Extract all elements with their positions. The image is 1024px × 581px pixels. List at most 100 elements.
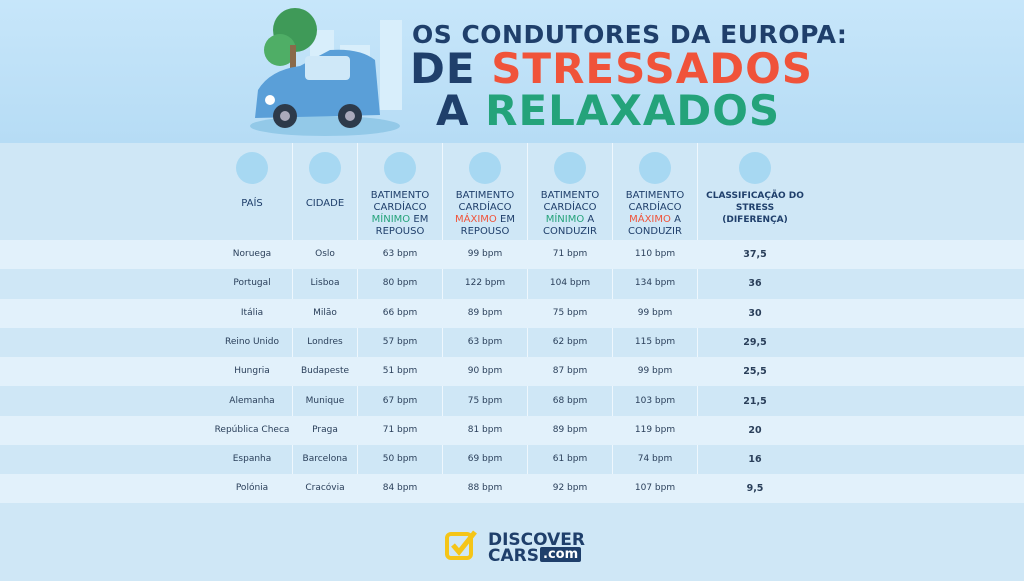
table-cell: 122 bpm bbox=[464, 278, 506, 289]
column-icon bbox=[639, 152, 671, 184]
header-text: BATIMENTO CARDÍACO bbox=[625, 190, 685, 213]
table-cell: 81 bpm bbox=[467, 424, 503, 435]
header-text: EM REPOUSO bbox=[460, 214, 515, 237]
title-word: STRESSADOS bbox=[491, 44, 814, 93]
column-header: CIDADE bbox=[293, 198, 357, 210]
table-cell: Hungria bbox=[234, 366, 270, 377]
table-cell: Reino Unido bbox=[225, 336, 279, 347]
table-cell: 75 bpm bbox=[467, 395, 503, 406]
table-cell: 134 bpm bbox=[634, 278, 676, 289]
table-row: Polónia Cracóvia 84 bpm 88 bpm 92 bpm 107 bpm… bbox=[0, 474, 1024, 504]
header-text: PAÍS bbox=[241, 198, 263, 209]
header-text: EM REPOUSO bbox=[375, 214, 429, 237]
table-cell: Cracóvia bbox=[305, 483, 345, 494]
table-cell: 71 bpm bbox=[552, 249, 588, 259]
header-highlight: MÍNIMO bbox=[545, 214, 585, 225]
logo-text: DISCOVER bbox=[488, 530, 586, 550]
table-cell: 75 bpm bbox=[552, 307, 588, 318]
table-row: Espanha Barcelona 50 bpm 69 bpm 61 bpm 74 bpm… bbox=[0, 445, 1024, 474]
table-cell: 68 bpm bbox=[552, 395, 588, 406]
header-text: A CONDUZIR bbox=[628, 214, 682, 237]
table-cell: República Checa bbox=[214, 424, 290, 435]
table-cell: Alemanha bbox=[229, 395, 275, 406]
table-cell: Praga bbox=[312, 424, 338, 435]
column-header: BATIMENTO CARDÍACO MÁXIMO EM REPOUSO bbox=[445, 190, 525, 238]
logo-suffix: .com bbox=[540, 547, 582, 562]
table-cell: 63 bpm bbox=[382, 249, 418, 259]
column-icon bbox=[469, 152, 501, 184]
table-cell: 20 bbox=[748, 424, 762, 436]
table-cell: 103 bpm bbox=[634, 395, 676, 406]
table-cell: Barcelona bbox=[302, 454, 348, 465]
table-cell: 115 bpm bbox=[634, 336, 676, 347]
table-row: Noruega Oslo 63 bpm 99 bpm 71 bpm 110 bpm 37,5 bbox=[0, 240, 1024, 269]
hero-banner: OS CONDUTORES DA EUROPA: DE STRESSADOS A… bbox=[0, 0, 1024, 143]
car-illustration bbox=[250, 8, 402, 136]
table-cell: Itália bbox=[240, 307, 264, 318]
column-header: BATIMENTO CARDÍACO MÍNIMO EM REPOUSO bbox=[360, 190, 440, 238]
header-text: BATIMENTO CARDÍACO bbox=[540, 190, 600, 213]
column-header: BATIMENTO CARDÍACO MÁXIMO A CONDUZIR bbox=[615, 190, 695, 238]
table-cell: 36 bbox=[748, 278, 762, 290]
column-header: PAÍS bbox=[212, 198, 292, 210]
title-line: OS CONDUTORES DA EUROPA: bbox=[412, 20, 848, 49]
table-cell: Espanha bbox=[232, 454, 272, 465]
table-cell: 80 bpm bbox=[382, 278, 418, 289]
table-cell: 29,5 bbox=[743, 336, 767, 348]
table-cell: 50 bpm bbox=[382, 454, 418, 465]
table-cell: Oslo bbox=[315, 249, 335, 259]
header-text: BATIMENTO CARDÍACO bbox=[455, 190, 515, 213]
table-cell: 90 bpm bbox=[467, 366, 503, 377]
table-cell: 92 bpm bbox=[552, 483, 588, 494]
table-cell: Polónia bbox=[235, 483, 269, 494]
header-text: BATIMENTO CARDÍACO bbox=[370, 190, 430, 213]
table-cell: Londres bbox=[307, 336, 343, 347]
table-cell: Milão bbox=[313, 307, 337, 318]
table-row: Alemanha Munique 67 bpm 75 bpm 68 bpm 103 bpm… bbox=[0, 387, 1024, 416]
table-cell: 16 bbox=[748, 454, 762, 466]
header-text: A CONDUZIR bbox=[543, 214, 597, 237]
title-word: A bbox=[436, 86, 470, 135]
header-text: CLASSIFICAÇÃO DO STRESS (DIFERENÇA) bbox=[706, 191, 804, 225]
table-cell: 107 bpm bbox=[634, 483, 676, 494]
table-cell: 69 bpm bbox=[467, 454, 503, 465]
table-cell: 99 bpm bbox=[467, 249, 503, 259]
title-word: RELAXADOS bbox=[485, 86, 781, 135]
table-cell: 30 bbox=[748, 307, 762, 319]
column-icon bbox=[309, 152, 341, 184]
table-cell: 21,5 bbox=[743, 395, 767, 407]
table-row: Portugal Lisboa 80 bpm 122 bpm 104 bpm 134 bp… bbox=[0, 269, 1024, 298]
column-header: BATIMENTO CARDÍACO MÍNIMO A CONDUZIR bbox=[530, 190, 610, 238]
table-cell: 87 bpm bbox=[552, 366, 588, 377]
column-icon bbox=[236, 152, 268, 184]
table-cell: 9,5 bbox=[746, 483, 764, 495]
table-cell: 63 bpm bbox=[467, 336, 503, 347]
column-header: CLASSIFICAÇÃO DO STRESS (DIFERENÇA) bbox=[705, 190, 805, 226]
table-cell: 110 bpm bbox=[634, 249, 676, 259]
table-cell: Noruega bbox=[232, 249, 272, 259]
header-highlight: MÍNIMO bbox=[371, 214, 411, 225]
header-text: CIDADE bbox=[305, 198, 345, 209]
column-icon bbox=[554, 152, 586, 184]
table-cell: 84 bpm bbox=[382, 483, 418, 494]
table-cell: 61 bpm bbox=[552, 454, 588, 465]
table-cell: 51 bpm bbox=[382, 366, 418, 377]
table-cell: 67 bpm bbox=[382, 395, 418, 406]
table-cell: 71 bpm bbox=[382, 424, 418, 435]
table-cell: Lisboa bbox=[310, 278, 340, 289]
table-cell: 99 bpm bbox=[637, 366, 673, 377]
table-cell: 89 bpm bbox=[467, 307, 503, 318]
table-cell: 57 bpm bbox=[382, 336, 418, 347]
column-icon bbox=[739, 152, 771, 184]
table-cell: 89 bpm bbox=[552, 424, 588, 435]
table-cell: 37,5 bbox=[743, 249, 767, 260]
column-icon bbox=[384, 152, 416, 184]
table-cell: 25,5 bbox=[743, 366, 767, 378]
table-cell: Budapeste bbox=[300, 366, 350, 377]
table-row: Itália Milão 66 bpm 89 bpm 75 bpm 99 bpm 30 bbox=[0, 298, 1024, 328]
logo-text: CARS bbox=[488, 546, 539, 566]
title-word: DE bbox=[410, 44, 476, 93]
header-highlight: MÁXIMO bbox=[455, 214, 497, 225]
table-cell: 74 bpm bbox=[637, 454, 673, 465]
table-cell: 99 bpm bbox=[637, 307, 673, 318]
